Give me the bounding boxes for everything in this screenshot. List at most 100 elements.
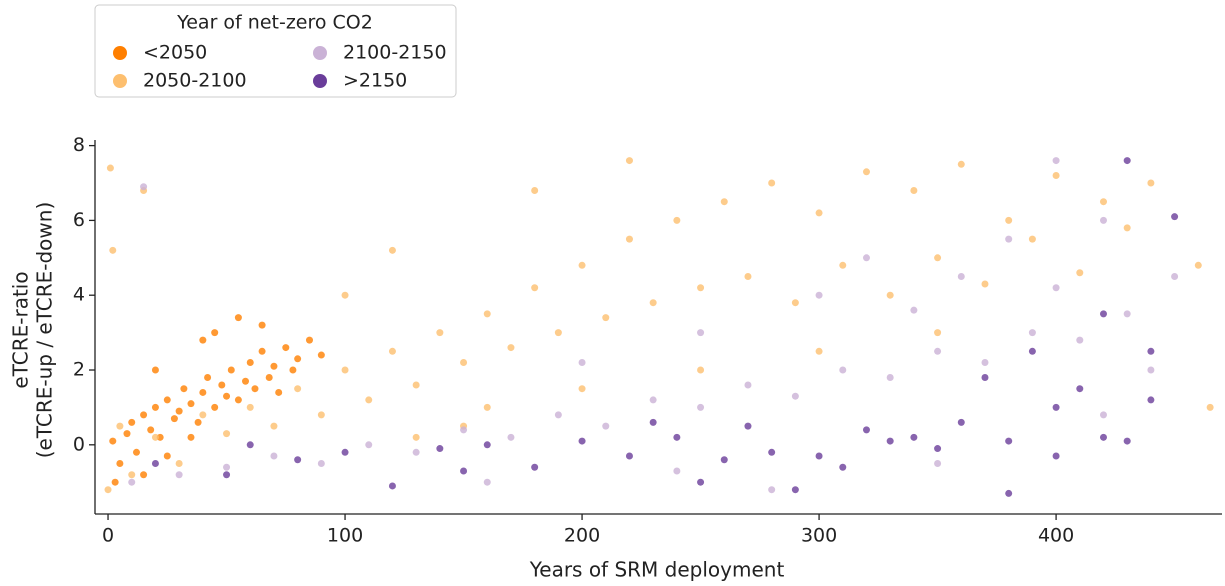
point xyxy=(412,433,420,441)
point xyxy=(109,437,117,445)
point xyxy=(341,291,349,299)
y-tick-label: 2 xyxy=(73,359,85,381)
point xyxy=(140,471,148,479)
point xyxy=(720,198,728,206)
point xyxy=(175,460,183,468)
point xyxy=(151,403,159,411)
legend-marker xyxy=(113,46,127,60)
point xyxy=(815,347,823,355)
point xyxy=(768,448,776,456)
point xyxy=(531,463,539,471)
point xyxy=(436,329,444,337)
point xyxy=(1076,385,1084,393)
point xyxy=(910,433,918,441)
point xyxy=(744,422,752,430)
y-tick-label: 4 xyxy=(73,284,85,306)
point xyxy=(697,478,705,486)
point xyxy=(246,441,254,449)
point xyxy=(839,261,847,269)
y-tick-label: 6 xyxy=(73,209,85,231)
legend-label: 2100-2150 xyxy=(343,42,447,64)
point xyxy=(199,388,207,396)
point xyxy=(602,422,610,430)
point xyxy=(507,344,515,352)
point xyxy=(341,448,349,456)
point xyxy=(388,246,396,254)
point xyxy=(1206,403,1214,411)
point xyxy=(116,422,124,430)
point xyxy=(531,186,539,194)
point xyxy=(128,478,136,486)
point xyxy=(554,411,562,419)
point xyxy=(388,347,396,355)
points xyxy=(104,157,1214,497)
y-axis-label: (eTCRE-up / eTCRE-down) xyxy=(33,202,57,459)
point xyxy=(265,373,273,381)
point xyxy=(1099,198,1107,206)
point xyxy=(1123,310,1131,318)
point xyxy=(578,385,586,393)
x-tick-label: 300 xyxy=(801,525,837,547)
point xyxy=(305,336,313,344)
point xyxy=(720,456,728,464)
point xyxy=(910,306,918,314)
point xyxy=(981,359,989,367)
point xyxy=(175,407,183,415)
point xyxy=(294,355,302,363)
point xyxy=(270,362,278,370)
point xyxy=(1099,433,1107,441)
point xyxy=(1005,489,1013,497)
point xyxy=(223,471,231,479)
point xyxy=(886,373,894,381)
point xyxy=(1005,437,1013,445)
point xyxy=(673,433,681,441)
point xyxy=(768,179,776,187)
point xyxy=(187,433,195,441)
point xyxy=(649,299,657,307)
x-tick-label: 0 xyxy=(102,525,114,547)
point xyxy=(275,388,283,396)
point xyxy=(1099,310,1107,318)
point xyxy=(625,157,633,165)
point xyxy=(791,299,799,307)
point xyxy=(123,430,131,438)
point xyxy=(934,347,942,355)
point xyxy=(1171,213,1179,221)
legend-marker xyxy=(113,74,127,88)
point xyxy=(223,430,231,438)
point xyxy=(187,400,195,408)
point xyxy=(412,448,420,456)
point xyxy=(128,471,136,479)
point xyxy=(128,418,136,426)
point xyxy=(625,452,633,460)
point xyxy=(199,411,207,419)
point xyxy=(282,344,290,352)
point xyxy=(151,460,159,468)
point xyxy=(1123,437,1131,445)
point xyxy=(1171,273,1179,281)
point xyxy=(104,486,112,494)
point xyxy=(111,478,119,486)
point xyxy=(862,426,870,434)
point xyxy=(1076,336,1084,344)
point xyxy=(697,284,705,292)
point xyxy=(147,426,155,434)
point xyxy=(934,254,942,262)
point xyxy=(483,403,491,411)
point xyxy=(697,366,705,374)
point xyxy=(957,160,965,168)
point xyxy=(839,366,847,374)
point xyxy=(839,463,847,471)
point xyxy=(744,273,752,281)
point xyxy=(170,415,178,423)
point xyxy=(246,359,254,367)
legend-label: >2150 xyxy=(343,70,407,92)
point xyxy=(1028,235,1036,243)
point xyxy=(981,373,989,381)
point xyxy=(934,445,942,453)
point xyxy=(242,377,250,385)
point xyxy=(673,216,681,224)
point xyxy=(1123,224,1131,232)
point xyxy=(862,168,870,176)
